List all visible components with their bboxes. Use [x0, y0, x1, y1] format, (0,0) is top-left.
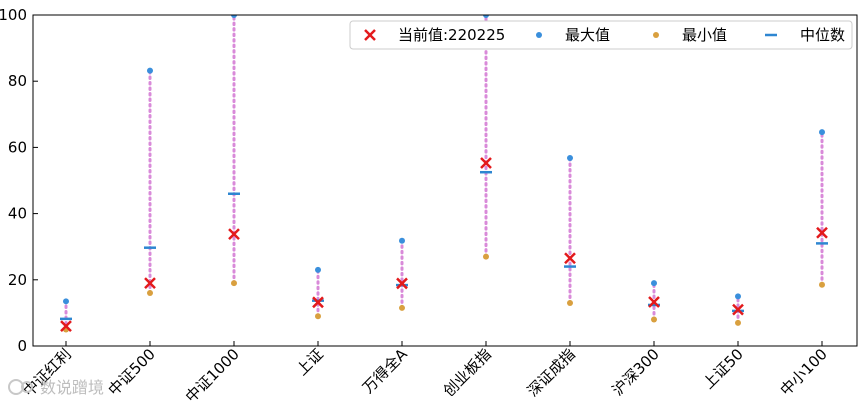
x-tick-label: 中证500	[105, 345, 159, 399]
legend: 当前值:220225 最大值 最小值 中位数	[349, 20, 853, 50]
x-tick-label: 上证	[293, 345, 327, 379]
y-tick-label: 80	[8, 72, 27, 90]
legend-current-marker	[364, 29, 376, 41]
legend-max-label: 最大值	[565, 26, 610, 44]
current-point	[648, 296, 660, 308]
current-point	[816, 226, 828, 239]
max-point	[483, 15, 489, 18]
x-tick-label: 万得全A	[359, 345, 411, 397]
watermark-logo-icon	[21, 381, 33, 393]
current-point	[228, 228, 240, 241]
legend-min-marker	[653, 32, 659, 38]
min-point	[651, 316, 657, 323]
max-point	[651, 280, 657, 287]
y-tick-label: 60	[8, 138, 27, 156]
legend-max-marker	[536, 32, 542, 38]
min-point	[483, 253, 489, 260]
max-point	[819, 129, 825, 136]
current-point	[312, 296, 324, 309]
min-point	[735, 319, 741, 326]
current-point	[732, 303, 744, 316]
watermark-text: 数说蹭境	[40, 378, 104, 397]
legend-box	[349, 20, 853, 50]
max-point	[735, 293, 741, 300]
x-tick-label: 深证成指	[524, 345, 579, 400]
y-tick-label: 0	[17, 337, 27, 355]
max-point	[231, 15, 237, 18]
y-tick-label: 20	[8, 271, 27, 289]
x-tick-label: 中小100	[777, 345, 831, 399]
legend-current-label: 当前值:220225	[398, 26, 505, 44]
watermark: 数说蹭境	[8, 378, 104, 397]
current-point	[564, 252, 576, 265]
x-tick-label: 中证1000	[182, 345, 243, 406]
max-point	[147, 67, 153, 74]
y-tick-label: 100	[0, 6, 27, 24]
max-point	[315, 266, 321, 273]
y-tick-label: 40	[8, 205, 27, 223]
current-point	[396, 277, 408, 290]
min-point	[819, 281, 825, 288]
legend-min-label: 最小值	[682, 26, 727, 44]
x-tick-label: 创业板指	[440, 345, 495, 400]
min-point	[567, 299, 573, 306]
min-point	[231, 280, 237, 287]
min-point	[147, 290, 153, 297]
max-point	[63, 298, 69, 305]
current-point	[144, 277, 156, 289]
axes-frame	[32, 14, 858, 347]
current-point	[480, 157, 492, 169]
min-point	[315, 313, 321, 320]
legend-median-label: 中位数	[800, 26, 845, 44]
current-point	[60, 320, 72, 333]
x-tick-label: 沪深300	[609, 345, 663, 399]
max-point	[399, 237, 405, 244]
x-tick-label: 上证50	[699, 345, 746, 392]
data-marks	[60, 15, 828, 333]
max-point	[567, 154, 573, 161]
min-point	[399, 304, 405, 311]
